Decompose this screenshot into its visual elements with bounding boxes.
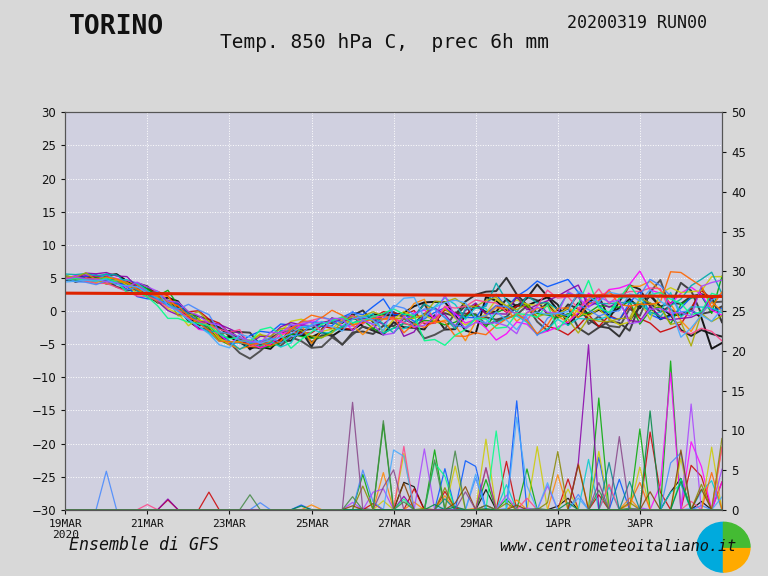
Wedge shape [723, 522, 750, 547]
Text: 20200319 RUN00: 20200319 RUN00 [567, 14, 707, 32]
Text: www.centrometeoitaliano.it: www.centrometeoitaliano.it [499, 539, 737, 554]
Text: Temp. 850 hPa C,  prec 6h mm: Temp. 850 hPa C, prec 6h mm [220, 33, 548, 52]
Wedge shape [723, 547, 750, 572]
Text: TORINO: TORINO [69, 14, 164, 40]
Text: Ensemble di GFS: Ensemble di GFS [69, 536, 219, 554]
Wedge shape [697, 522, 723, 572]
